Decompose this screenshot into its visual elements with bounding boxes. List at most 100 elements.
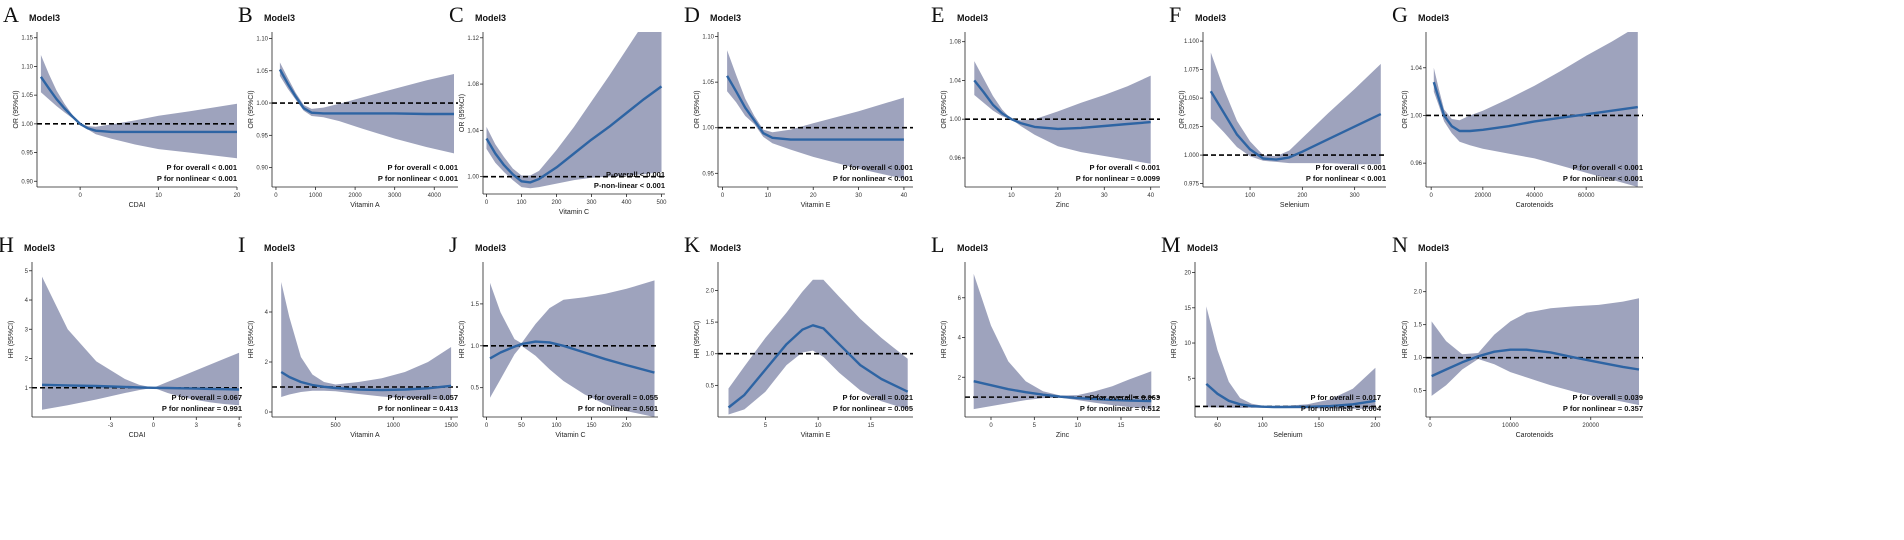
p-nonlinear-text: P for nonlinear < 0.001: [1306, 174, 1386, 183]
y-tick-label: 1.5: [1414, 323, 1423, 329]
plot-area: [483, 32, 665, 189]
x-axis-title: CDAI: [129, 432, 146, 439]
x-tick-label: 200: [1370, 423, 1381, 429]
x-tick-label: 200: [1297, 193, 1308, 199]
p-nonlinear-text: P for nonlinear = 0.357: [1563, 404, 1643, 413]
x-tick-label: 3: [195, 423, 199, 429]
plot-area: [32, 276, 242, 410]
y-tick-label: 6: [958, 296, 962, 302]
p-nonlinear-text: P for nonlinear = 0.004: [1301, 404, 1382, 413]
estimate-line: [1209, 90, 1382, 161]
y-tick-label: 1.08: [949, 40, 961, 46]
y-tick-label: 1.075: [1184, 68, 1200, 74]
x-tick-label: 5: [764, 423, 768, 429]
p-nonlinear-text: P for nonlinear = 0.413: [378, 404, 458, 413]
panel-letter: N: [1392, 232, 1408, 257]
x-tick-label: 100: [516, 200, 527, 206]
y-tick-label: 0.95: [256, 133, 268, 139]
panel-letter: K: [684, 232, 700, 257]
panel-b: 0 1000 2000 3000 4000 0.90 0.95 1.00 1.05 1.10 Vit…: [238, 2, 458, 209]
y-tick-label: 4: [958, 336, 962, 342]
x-tick-label: 100: [1258, 423, 1269, 429]
x-tick-label: 10: [765, 193, 772, 199]
estimate-line: [280, 370, 452, 392]
x-tick-label: 4000: [428, 193, 442, 199]
x-axis-title: Vitamin A: [350, 202, 380, 209]
y-tick-label: 1.05: [256, 69, 268, 75]
panel-letter: L: [931, 232, 944, 257]
p-nonlinear-text: P for nonlinear = 0.512: [1080, 404, 1160, 413]
p-overall-text: P for overall < 0.001: [166, 163, 237, 172]
y-axis-title: OR (95%CI): [459, 94, 466, 132]
x-tick-label: 0: [152, 423, 156, 429]
p-nonlinear-text: P for nonlinear < 0.001: [378, 174, 458, 183]
x-tick-label: 100: [551, 423, 562, 429]
estimate-line: [973, 79, 1151, 131]
y-tick-label: 1.00: [1410, 113, 1422, 119]
y-tick-label: 0.5: [706, 383, 715, 389]
p-overall-text: P for overall = 0.067: [171, 393, 242, 402]
x-tick-label: 15: [867, 423, 874, 429]
x-tick-label: 0: [78, 193, 82, 199]
y-tick-label: 0: [265, 410, 269, 416]
y-tick-label: 1.04: [949, 78, 961, 84]
p-overall-text: P for overall < 0.001: [1572, 163, 1643, 172]
panel-i: 500 1000 1500 0 2 4 Vitamin A HR (95%CI) I Model3…: [238, 232, 458, 439]
y-tick-label: 1.15: [21, 36, 33, 42]
model-label: Model3: [710, 243, 741, 253]
panel-letter: H: [0, 232, 14, 257]
x-tick-label: 5: [1033, 423, 1037, 429]
ci-band: [42, 276, 240, 410]
panel-g: 0 20000 40000 60000 0.96 1.00 1.04 Carotenoids O…: [1392, 2, 1643, 209]
x-tick-label: 300: [1350, 193, 1361, 199]
x-tick-label: 10: [155, 193, 162, 199]
ci-band: [1210, 52, 1381, 165]
estimate-line: [1432, 81, 1638, 133]
plot-area: [1426, 298, 1643, 406]
x-tick-label: 60000: [1578, 193, 1595, 199]
panel-letter: D: [684, 2, 700, 27]
estimate-line: [39, 76, 237, 134]
panel-n: 0 10000 20000 0.5 1.0 1.5 2.0 Carotenoids HR (95…: [1392, 232, 1643, 439]
ci-band: [973, 273, 1152, 410]
y-tick-label: 4: [25, 298, 29, 304]
p-nonlinear-text: P for nonlinear = 0.0099: [1076, 174, 1160, 183]
y-tick-label: 1.0: [471, 344, 480, 350]
panel-a: 0 10 20 0.90 0.95 1.00 1.05 1.10 1.15 CDAI OR (95%…: [3, 2, 241, 209]
p-nonlinear-text: P-non-linear < 0.001: [594, 181, 665, 190]
p-overall-text: P for overall = 0.039: [1572, 393, 1643, 402]
y-tick-label: 2.0: [1414, 290, 1423, 296]
y-axis-title: OR (95%CI): [1402, 90, 1409, 128]
x-tick-label: 0: [721, 193, 725, 199]
x-tick-label: 0: [274, 193, 278, 199]
y-tick-label: 1.04: [467, 128, 479, 134]
model-label: Model3: [1418, 13, 1449, 23]
plot-area: [965, 273, 1160, 410]
y-tick-label: 1.025: [1184, 125, 1200, 131]
panel-letter: A: [3, 2, 19, 27]
x-tick-label: 50: [518, 423, 525, 429]
y-tick-label: 1.000: [1184, 153, 1200, 159]
x-tick-label: 40: [1147, 193, 1154, 199]
y-axis-title: OR (95%CI): [13, 90, 20, 128]
model-label: Model3: [1418, 243, 1449, 253]
estimate-line: [1431, 348, 1640, 378]
panel-letter: F: [1169, 2, 1181, 27]
y-tick-label: 5: [1188, 376, 1192, 382]
x-axis-title: Zinc: [1056, 432, 1070, 439]
y-tick-label: 15: [1184, 306, 1191, 312]
x-axis-title: Selenium: [1273, 432, 1302, 439]
y-axis-title: HR (95%CI): [8, 321, 15, 359]
panel-e: 10 20 30 40 0.96 1.00 1.04 1.08 Zinc OR (95%CI) E M…: [931, 2, 1160, 209]
model-label: Model3: [264, 243, 295, 253]
panel-j: 0 50 100 150 200 0.5 1.0 1.5 Vitamin C HR (95%CI)…: [449, 232, 658, 439]
y-axis-title: HR (95%CI): [1402, 321, 1409, 359]
p-overall-text: P for overall = 0.021: [842, 393, 913, 402]
x-tick-label: 150: [1314, 423, 1325, 429]
y-tick-label: 1.10: [702, 35, 714, 41]
x-tick-label: 10: [1074, 423, 1081, 429]
plot-area: [272, 62, 458, 154]
x-tick-label: 30: [855, 193, 862, 199]
y-tick-label: 0.96: [949, 156, 961, 162]
x-axis-title: Carotenoids: [1516, 202, 1554, 209]
